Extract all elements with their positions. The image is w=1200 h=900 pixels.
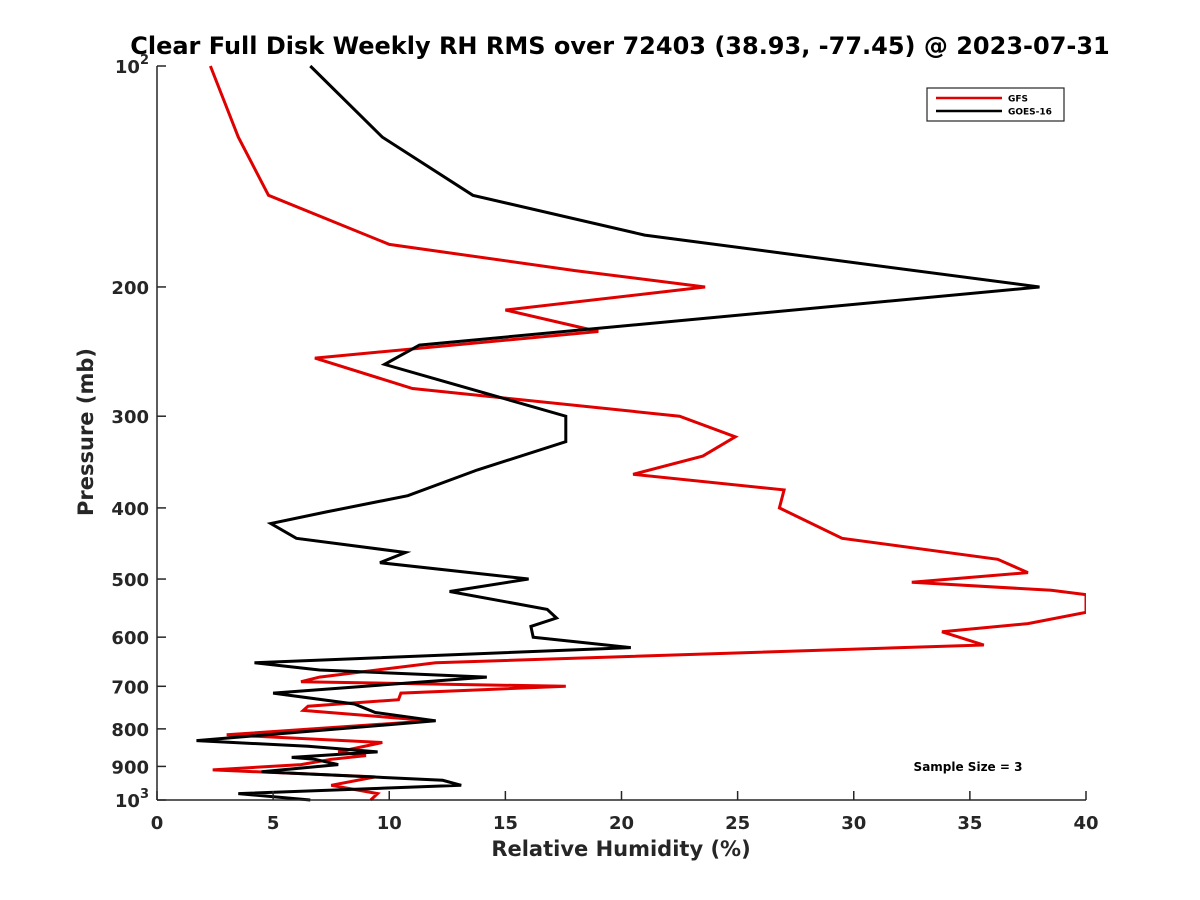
- legend: GFS GOES-16: [926, 87, 1065, 122]
- y-tick-label: 300: [111, 407, 149, 428]
- y-tick-label: 200: [111, 278, 149, 299]
- y-tick-label: 400: [111, 499, 149, 520]
- x-tick-label: 20: [609, 813, 634, 834]
- x-axis-label: Relative Humidity (%): [491, 837, 750, 861]
- tick-labels: 0 5 10 15 20 25 30 35 40 102 200 300 400 500 600 700 800…: [111, 53, 1098, 834]
- y-tick-label: 103: [115, 787, 149, 812]
- y-tick-label: 102: [115, 53, 149, 78]
- y-tick-label: 700: [111, 677, 149, 698]
- y-axis-label: Pressure (mb): [74, 348, 98, 516]
- x-tick-label: 10: [377, 813, 402, 834]
- axes: [156, 65, 1087, 801]
- x-tick-label: 15: [493, 813, 518, 834]
- chart-title: Clear Full Disk Weekly RH RMS over 72403…: [130, 32, 1110, 60]
- x-tick-label: 25: [725, 813, 750, 834]
- x-tick-label: 40: [1073, 813, 1098, 834]
- y-tick-label: 500: [111, 570, 149, 591]
- series-line-goes-16: [196, 64, 1040, 802]
- plot-area: [196, 64, 1086, 802]
- x-tick-label: 0: [151, 813, 164, 834]
- series-line-gfs: [209, 65, 1086, 802]
- x-tick-label: 35: [957, 813, 982, 834]
- legend-label-gfs: GFS: [1008, 95, 1028, 105]
- legend-box: [926, 87, 1065, 122]
- y-tick-label: 800: [111, 720, 149, 741]
- y-tick-label: 600: [111, 628, 149, 649]
- sample-size-annotation: Sample Size = 3: [914, 760, 1023, 774]
- y-tick-label: 900: [111, 757, 149, 778]
- x-tick-label: 30: [841, 813, 866, 834]
- x-tick-label: 5: [267, 813, 280, 834]
- legend-label-goes-16: GOES-16: [1008, 108, 1052, 118]
